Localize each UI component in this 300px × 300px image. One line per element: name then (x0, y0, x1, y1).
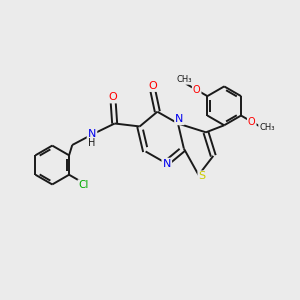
Text: O: O (148, 81, 157, 91)
Text: O: O (109, 92, 118, 102)
Text: O: O (248, 117, 256, 127)
Text: N: N (88, 129, 96, 139)
Text: H: H (88, 138, 96, 148)
Text: O: O (193, 85, 200, 95)
Text: Cl: Cl (79, 180, 89, 190)
Text: N: N (163, 159, 171, 169)
Text: S: S (199, 172, 206, 182)
Text: CH₃: CH₃ (177, 75, 192, 84)
Text: N: N (175, 114, 184, 124)
Text: CH₃: CH₃ (259, 123, 274, 132)
